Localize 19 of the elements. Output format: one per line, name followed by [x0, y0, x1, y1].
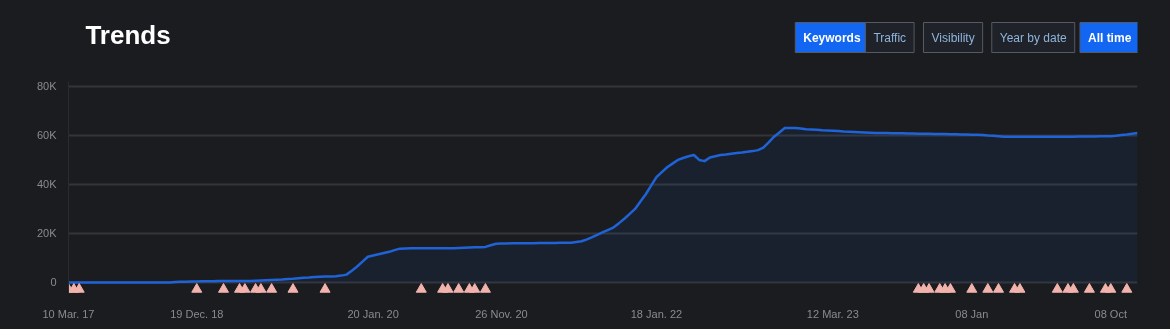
x-tick-label: 10 Mar. 17: [42, 307, 95, 320]
x-tick-label: 12 Mar. 23: [806, 307, 859, 320]
text: Traffic: [873, 30, 907, 45]
text: Visibility: [931, 30, 975, 45]
y-tick-label: 0: [50, 276, 57, 289]
text: Keywords: [803, 30, 861, 45]
x-tick-label: 19 Dec. 18: [170, 307, 224, 320]
chart-title: Trends: [85, 19, 171, 50]
x-tick-label: 18 Jan. 22: [630, 307, 683, 320]
x-tick-label: 08 Jan: [955, 307, 989, 320]
y-tick-label: 80K: [36, 80, 58, 93]
text: All time: [1087, 30, 1132, 45]
y-tick-label: 20K: [36, 227, 58, 240]
y-tick-label: 40K: [36, 178, 58, 191]
x-tick-label: 08 Oct: [1094, 307, 1127, 320]
text: Year by date: [999, 30, 1068, 45]
x-tick-label: 20 Jan. 20: [347, 307, 399, 320]
y-tick-label: 60K: [36, 129, 58, 142]
x-tick-label: 26 Nov. 20: [475, 307, 528, 320]
